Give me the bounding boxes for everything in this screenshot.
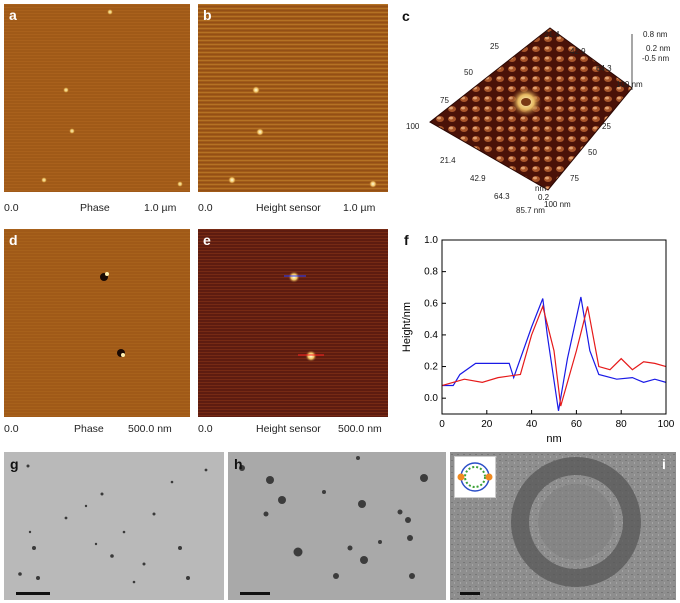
x-tick-label: 100 [658, 419, 675, 430]
y-tick-label: 0.6 [424, 298, 438, 309]
plot-frame [441, 239, 667, 415]
x-tick-label: 80 [616, 419, 628, 430]
panel-h-image: h [228, 452, 446, 600]
panel-d-caption-left: 0.0 [4, 423, 19, 435]
x-tick-label: 0 [439, 419, 445, 430]
c-right-tick-2: 50 [588, 148, 597, 157]
panel-e-caption-left: 0.0 [198, 423, 213, 435]
panel-c-label: c [402, 8, 410, 24]
panel-e-caption-right: 500.0 nm [338, 423, 382, 435]
series-red-line [441, 304, 667, 407]
c-left-tick-2: 50 [464, 68, 473, 77]
panel-d-caption-center: Phase [74, 423, 104, 435]
panel-a-caption-center: Phase [80, 202, 110, 214]
panel-h-scalebar [240, 592, 270, 595]
c-back-tick-4: 100 nm [616, 80, 643, 89]
panel-a-texture [4, 4, 190, 192]
panel-f-label: f [404, 232, 409, 248]
c-corner-value: 0.2 [538, 193, 550, 202]
panel-d-image: d [4, 229, 190, 417]
panel-e-image: e [198, 229, 388, 417]
panel-i-scalebar [460, 592, 480, 595]
panel-e-label: e [203, 232, 211, 248]
panel-b-texture [198, 4, 388, 192]
panel-e-caption-center: Height sensor [256, 423, 321, 435]
c-left-tick-3: 75 [440, 96, 449, 105]
y-tick-label: 0.8 [424, 267, 438, 278]
panel-i-label: i [662, 456, 666, 472]
panel-g-image: g [4, 452, 224, 600]
panel-b-label: b [203, 7, 212, 23]
panel-a-caption-left: 0.0 [4, 202, 19, 214]
c-back-tick-2: 42.9 [570, 47, 586, 56]
y-tick-label: 0.0 [424, 393, 438, 404]
panel-b-image: b [198, 4, 388, 192]
series-blue-line [442, 296, 667, 411]
panel-d-caption-right: 500.0 nm [128, 423, 172, 435]
height-profile-chart: 0 20 40 60 80 100 0.0 0.2 0.4 0.6 0.8 1.0 nm Height/n… [401, 235, 675, 445]
x-tick-label: 40 [526, 419, 538, 430]
c-left-tick-1: 25 [490, 42, 499, 51]
x-tick-label: 60 [571, 419, 583, 430]
c-front-tick-2: 42.9 [470, 174, 486, 183]
panel-g-label: g [10, 456, 19, 472]
panel-f-chart: f 0 20 40 60 80 100 0.0 0.2 0.4 0.6 0.8 1.0 nm Height… [398, 228, 678, 450]
c-right-tick-4: 100 nm [544, 200, 571, 209]
c-front-tick-1: 21.4 [440, 156, 456, 165]
x-tick-label: 20 [481, 419, 493, 430]
panel-g-scalebar [16, 592, 50, 595]
c-front-tick-3: 64.3 [494, 192, 510, 201]
y-tick-label: 0.4 [424, 330, 438, 341]
c-back-tick-3: 64.3 [596, 64, 612, 73]
x-axis-label: nm [546, 433, 561, 445]
c-front-tick-4: 85.7 nm [516, 206, 545, 215]
c-scale-bot: -0.5 nm [642, 54, 670, 63]
y-tick-label: 1.0 [424, 235, 438, 246]
panel-d-label: d [9, 232, 18, 248]
panel-h-label: h [234, 456, 243, 472]
panel-c-3d-plot [429, 27, 633, 191]
panel-e-texture [198, 229, 388, 417]
panel-d-texture [4, 229, 190, 417]
c-back-tick-1: 21.4 [544, 30, 560, 39]
panel-a-label: a [9, 7, 17, 23]
y-tick-label: 0.2 [424, 362, 438, 373]
panel-i-image: i [450, 452, 676, 600]
c-scale-mid: 0.2 nm [646, 44, 671, 53]
panel-b-caption-right: 1.0 µm [343, 202, 376, 214]
c-right-tick-1: 25 [602, 122, 611, 131]
vesicle-schematic-icon [457, 462, 493, 492]
vesicle-schematic-inset [454, 456, 496, 498]
c-right-tick-3: 75 [570, 174, 579, 183]
c-scale-top: 0.8 nm [643, 30, 668, 39]
panel-c-surface: c 0.8 nm 0.2 nm -0.5 nm 21.4 42.9 64.3 1… [398, 4, 678, 220]
panel-g-texture [18, 464, 208, 584]
panel-a-caption-right: 1.0 µm [144, 202, 177, 214]
panel-b-caption-center: Height sensor [256, 202, 321, 214]
c-left-tick-4: 100 [406, 122, 420, 131]
panel-a-image: a [4, 4, 190, 192]
y-axis-label: Height/nm [401, 302, 413, 352]
panel-b-caption-left: 0.0 [198, 202, 213, 214]
c-corner-unit: nm [535, 184, 547, 193]
panel-h-texture [239, 456, 428, 579]
